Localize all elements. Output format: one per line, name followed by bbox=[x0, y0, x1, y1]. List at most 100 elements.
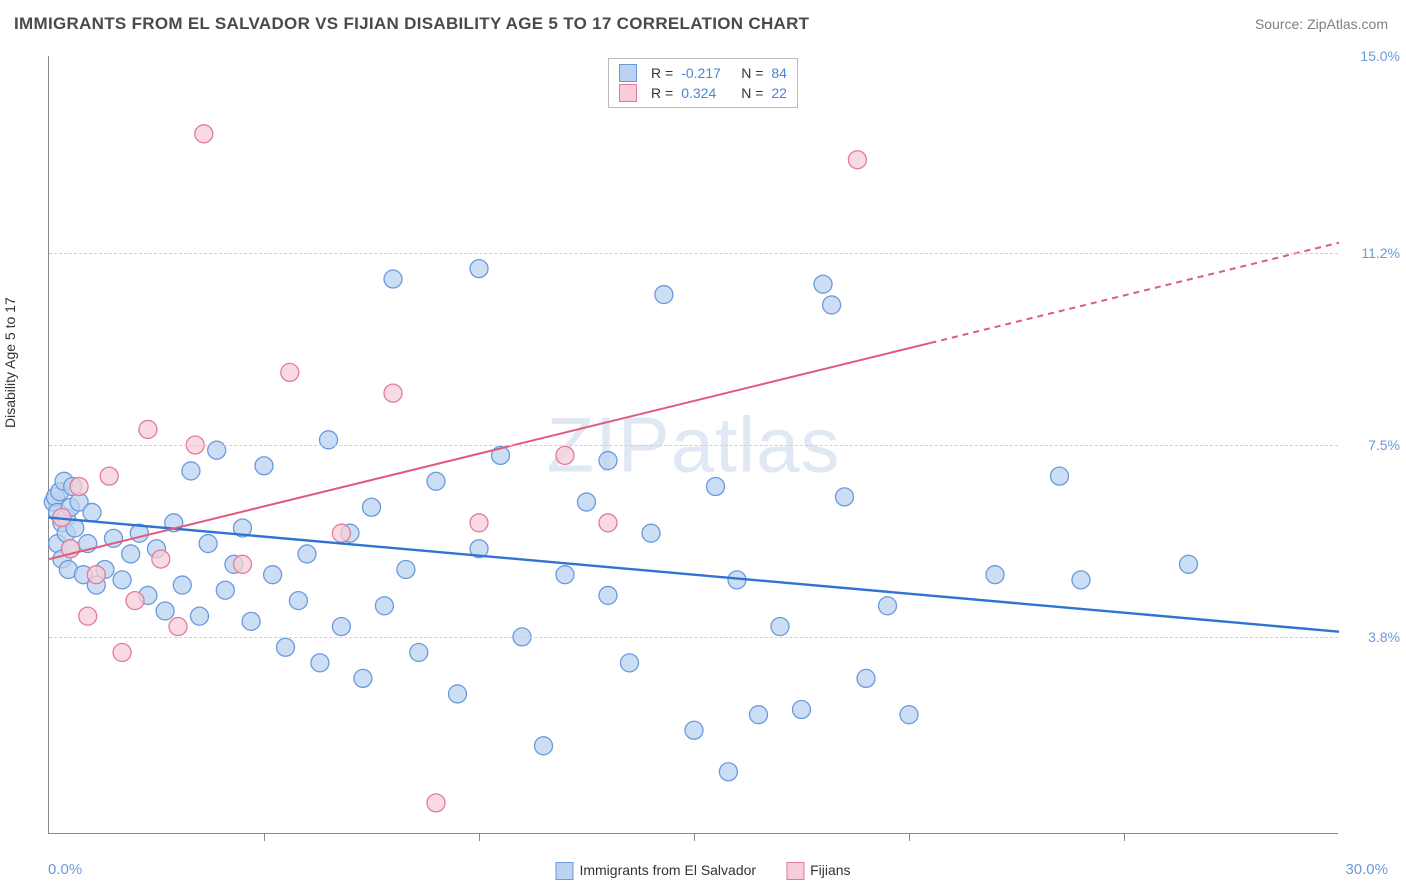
scatter-point bbox=[793, 701, 811, 719]
scatter-point bbox=[255, 457, 273, 475]
r-value: 0.324 bbox=[681, 85, 733, 101]
scatter-point bbox=[199, 535, 217, 553]
scatter-point bbox=[1072, 571, 1090, 589]
scatter-point bbox=[363, 498, 381, 516]
scatter-point bbox=[599, 452, 617, 470]
scatter-point bbox=[156, 602, 174, 620]
x-tick bbox=[694, 833, 695, 841]
scatter-point bbox=[556, 446, 574, 464]
y-tick-label: 15.0% bbox=[1360, 48, 1400, 64]
plot-area: ZIPatlas 3.8%7.5%11.2%15.0% bbox=[48, 56, 1338, 834]
scatter-point bbox=[332, 618, 350, 636]
scatter-point bbox=[281, 363, 299, 381]
scatter-point bbox=[836, 488, 854, 506]
scatter-point bbox=[182, 462, 200, 480]
legend-label: Immigrants from El Salvador bbox=[579, 862, 756, 878]
scatter-point bbox=[173, 576, 191, 594]
x-tick bbox=[264, 833, 265, 841]
scatter-point bbox=[771, 618, 789, 636]
gridline bbox=[49, 445, 1338, 446]
legend-swatch bbox=[619, 64, 637, 82]
x-tick bbox=[479, 833, 480, 841]
scatter-point bbox=[234, 555, 252, 573]
scatter-point bbox=[642, 524, 660, 542]
r-label: R = bbox=[651, 85, 673, 101]
scatter-point bbox=[1180, 555, 1198, 573]
legend-item: Immigrants from El Salvador bbox=[555, 862, 756, 880]
scatter-point bbox=[750, 706, 768, 724]
regression-line bbox=[49, 518, 1339, 632]
scatter-point bbox=[113, 643, 131, 661]
scatter-point bbox=[900, 706, 918, 724]
stats-legend-row: R =0.324N =22 bbox=[619, 83, 787, 103]
scatter-point bbox=[719, 763, 737, 781]
legend-item: Fijians bbox=[786, 862, 850, 880]
legend-swatch bbox=[619, 84, 637, 102]
scatter-point bbox=[169, 618, 187, 636]
scatter-point bbox=[191, 607, 209, 625]
r-label: R = bbox=[651, 65, 673, 81]
scatter-point bbox=[823, 296, 841, 314]
r-value: -0.217 bbox=[681, 65, 733, 81]
scatter-point bbox=[70, 477, 88, 495]
scatter-point bbox=[264, 566, 282, 584]
scatter-point bbox=[556, 566, 574, 584]
stats-legend: R =-0.217N =84R =0.324N =22 bbox=[608, 58, 798, 108]
scatter-point bbox=[384, 270, 402, 288]
scatter-point bbox=[195, 125, 213, 143]
scatter-point bbox=[126, 592, 144, 610]
y-tick-label: 11.2% bbox=[1361, 245, 1400, 261]
scatter-point bbox=[655, 286, 673, 304]
scatter-point bbox=[1051, 467, 1069, 485]
scatter-point bbox=[152, 550, 170, 568]
scatter-point bbox=[83, 503, 101, 521]
n-value: 22 bbox=[771, 85, 787, 101]
gridline bbox=[49, 253, 1338, 254]
scatter-point bbox=[470, 514, 488, 532]
x-min-label: 0.0% bbox=[48, 861, 82, 878]
scatter-point bbox=[384, 384, 402, 402]
scatter-point bbox=[122, 545, 140, 563]
scatter-point bbox=[113, 571, 131, 589]
scatter-point bbox=[410, 643, 428, 661]
scatter-point bbox=[449, 685, 467, 703]
scatter-point bbox=[470, 260, 488, 278]
scatter-point bbox=[311, 654, 329, 672]
scatter-point bbox=[298, 545, 316, 563]
scatter-point bbox=[879, 597, 897, 615]
scatter-point bbox=[216, 581, 234, 599]
scatter-point bbox=[427, 472, 445, 490]
legend-swatch bbox=[786, 862, 804, 880]
scatter-point bbox=[599, 514, 617, 532]
scatter-point bbox=[535, 737, 553, 755]
y-tick-label: 3.8% bbox=[1368, 629, 1400, 645]
scatter-point bbox=[814, 275, 832, 293]
scatter-point bbox=[242, 612, 260, 630]
legend-swatch bbox=[555, 862, 573, 880]
scatter-point bbox=[332, 524, 350, 542]
scatter-point bbox=[427, 794, 445, 812]
scatter-point bbox=[375, 597, 393, 615]
regression-line bbox=[49, 343, 931, 559]
chart-title: IMMIGRANTS FROM EL SALVADOR VS FIJIAN DI… bbox=[14, 14, 809, 34]
scatter-point bbox=[707, 477, 725, 495]
scatter-point bbox=[578, 493, 596, 511]
x-max-label: 30.0% bbox=[1345, 861, 1388, 878]
scatter-point bbox=[599, 586, 617, 604]
n-value: 84 bbox=[771, 65, 787, 81]
y-tick-label: 7.5% bbox=[1368, 437, 1400, 453]
regression-line-extrapolated bbox=[931, 243, 1340, 343]
chart-source: Source: ZipAtlas.com bbox=[1255, 16, 1388, 32]
scatter-point bbox=[857, 669, 875, 687]
scatter-point bbox=[277, 638, 295, 656]
scatter-point bbox=[320, 431, 338, 449]
scatter-point bbox=[208, 441, 226, 459]
scatter-point bbox=[100, 467, 118, 485]
scatter-point bbox=[139, 420, 157, 438]
stats-legend-row: R =-0.217N =84 bbox=[619, 63, 787, 83]
x-tick bbox=[909, 833, 910, 841]
scatter-point bbox=[289, 592, 307, 610]
chart-header: IMMIGRANTS FROM EL SALVADOR VS FIJIAN DI… bbox=[0, 0, 1406, 48]
scatter-point bbox=[79, 607, 97, 625]
scatter-point bbox=[354, 669, 372, 687]
